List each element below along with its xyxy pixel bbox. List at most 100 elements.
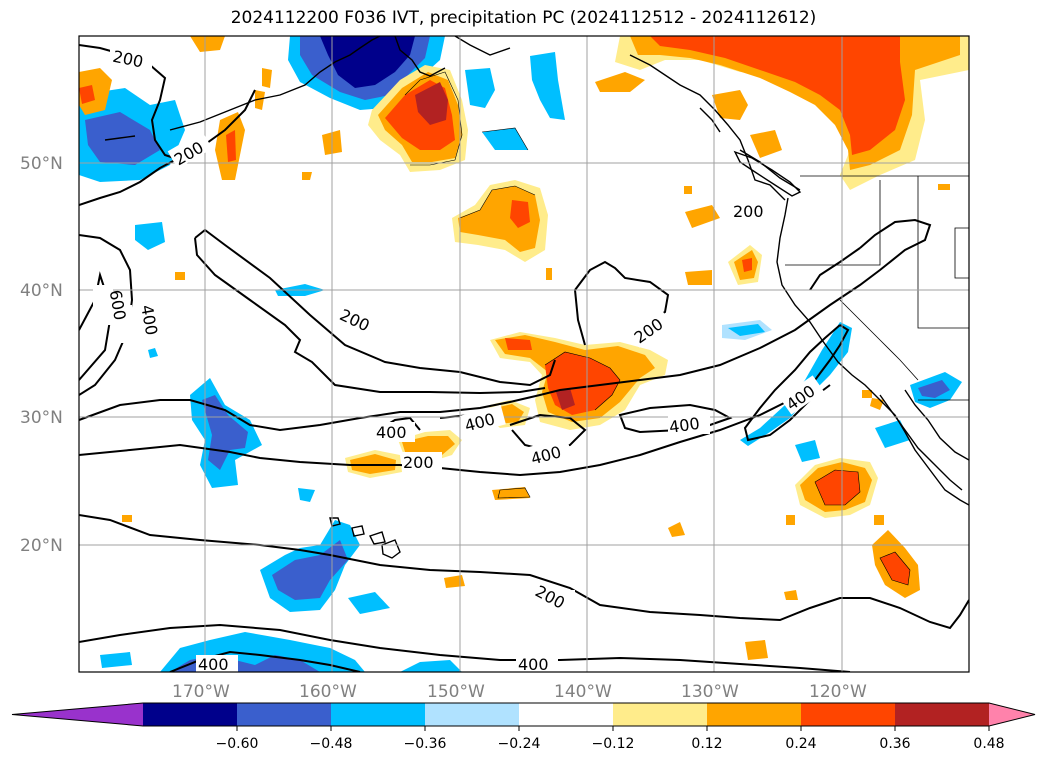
coastline — [394, 36, 446, 77]
precip-pos-region — [175, 272, 185, 280]
lon-label: 170°W — [172, 682, 230, 702]
precip-pos-region — [938, 184, 950, 190]
precip-pos-region — [784, 590, 798, 600]
contour-label: 400 — [668, 414, 701, 437]
precip-outline — [481, 127, 529, 151]
coastline — [904, 389, 969, 461]
precip-outline — [544, 351, 621, 411]
precip-pos-region — [226, 130, 236, 162]
precip-pos-region — [712, 90, 748, 120]
precip-outline — [497, 487, 531, 499]
colorbar-segment — [801, 703, 896, 726]
precip-pos-region — [302, 172, 312, 180]
border — [954, 227, 969, 279]
lat-label: 20°N — [20, 536, 63, 556]
contour-line — [79, 234, 134, 396]
precip-pos-region — [79, 68, 112, 115]
coastline — [776, 197, 969, 506]
precip-pos-region — [255, 90, 265, 110]
lon-label: 120°W — [809, 682, 867, 702]
colorbar-label: 0.36 — [879, 736, 910, 752]
lat-labels: 50°N 40°N 30°N 20°N — [20, 154, 63, 556]
coastline — [351, 525, 365, 537]
contour-line — [194, 237, 546, 395]
precip-pos-region — [510, 200, 530, 228]
precip-pos-region — [880, 552, 910, 585]
colorbar-label: −0.36 — [404, 736, 447, 752]
precip-pos-region — [546, 268, 552, 280]
precip-neg-region — [795, 440, 820, 462]
coastline — [329, 517, 341, 527]
lon-label: 160°W — [299, 682, 357, 702]
precip-neg-region — [740, 322, 852, 446]
lat-label: 30°N — [20, 408, 63, 428]
precip-pos-region — [122, 515, 132, 522]
colorbar-outline — [11, 702, 1036, 727]
colorbar-segment — [331, 703, 426, 726]
precip-pos-region — [79, 85, 95, 104]
colorbar-segment — [237, 703, 332, 726]
coastline — [369, 531, 386, 545]
map-border — [78, 35, 970, 673]
colorbar-label: −0.48 — [310, 736, 353, 752]
coastlines — [104, 36, 969, 559]
coastline — [629, 54, 786, 201]
contour-line — [194, 228, 556, 387]
colorbar-label: −0.12 — [592, 736, 635, 752]
colorbar-segment — [425, 703, 520, 726]
precip-pos-region — [684, 186, 692, 194]
border — [917, 176, 969, 329]
contour-labels: 200 200 200 200 200 200 200 400 400 400 — [93, 47, 825, 674]
precip-outline — [879, 551, 911, 586]
colorbar-segment — [707, 703, 802, 726]
precip-outline — [459, 185, 536, 219]
coastline — [381, 539, 401, 559]
contour-label: 400 — [376, 423, 407, 442]
precip-neg-region — [148, 348, 158, 358]
precip-pos-region — [650, 36, 905, 155]
precip-pos-region — [262, 68, 272, 88]
precip-neg-region — [465, 68, 495, 108]
precip-pos-region — [745, 640, 768, 660]
colorbar-label: −0.24 — [498, 736, 541, 752]
lon-label: 130°W — [681, 682, 739, 702]
coastline — [739, 149, 801, 191]
precip-pos-region — [874, 515, 884, 525]
contour-line — [79, 324, 850, 477]
colorbar — [11, 702, 1036, 727]
precip-positive-regions — [79, 36, 969, 660]
precip-neg-region — [298, 488, 315, 502]
colorbar-label: 0.48 — [973, 736, 1004, 752]
precip-pos-region — [668, 522, 685, 537]
map-content: 200 200 200 200 200 200 200 400 400 400 — [79, 36, 969, 674]
precip-neg-region — [135, 222, 165, 250]
contour-line — [79, 159, 176, 206]
border — [785, 180, 881, 266]
colorbar-segment — [519, 703, 614, 726]
precip-neg-region — [530, 52, 565, 120]
precip-neg-region — [482, 128, 528, 150]
precip-pos-region — [556, 388, 575, 410]
colorbar-segment — [895, 703, 990, 726]
precip-pos-region — [595, 72, 645, 92]
contour-line — [574, 289, 586, 346]
contour-label: 400 — [518, 655, 549, 674]
precip-pos-region — [190, 36, 225, 52]
precip-neg-region — [400, 660, 462, 672]
contour-line — [79, 218, 932, 432]
coastline — [879, 394, 963, 491]
precip-pos-region — [415, 82, 448, 125]
map-title: 2024112200 F036 IVT, precipitation PC (2… — [230, 8, 817, 28]
precip-pos-region — [750, 130, 782, 158]
colorbar-label: 0.24 — [785, 736, 816, 752]
colorbar-labels: −0.60 −0.48 −0.36 −0.24 −0.12 0.12 0.24 0.36 0.4… — [216, 726, 1005, 752]
precip-pos-region — [742, 258, 752, 272]
lat-label: 50°N — [20, 154, 63, 174]
precip-outlines — [404, 71, 911, 586]
coastline — [733, 150, 802, 197]
contour-label: 200 — [403, 453, 434, 472]
precip-neg-region — [320, 36, 415, 88]
contour-label: 200 — [733, 202, 764, 221]
precip-pos-region — [862, 390, 872, 398]
